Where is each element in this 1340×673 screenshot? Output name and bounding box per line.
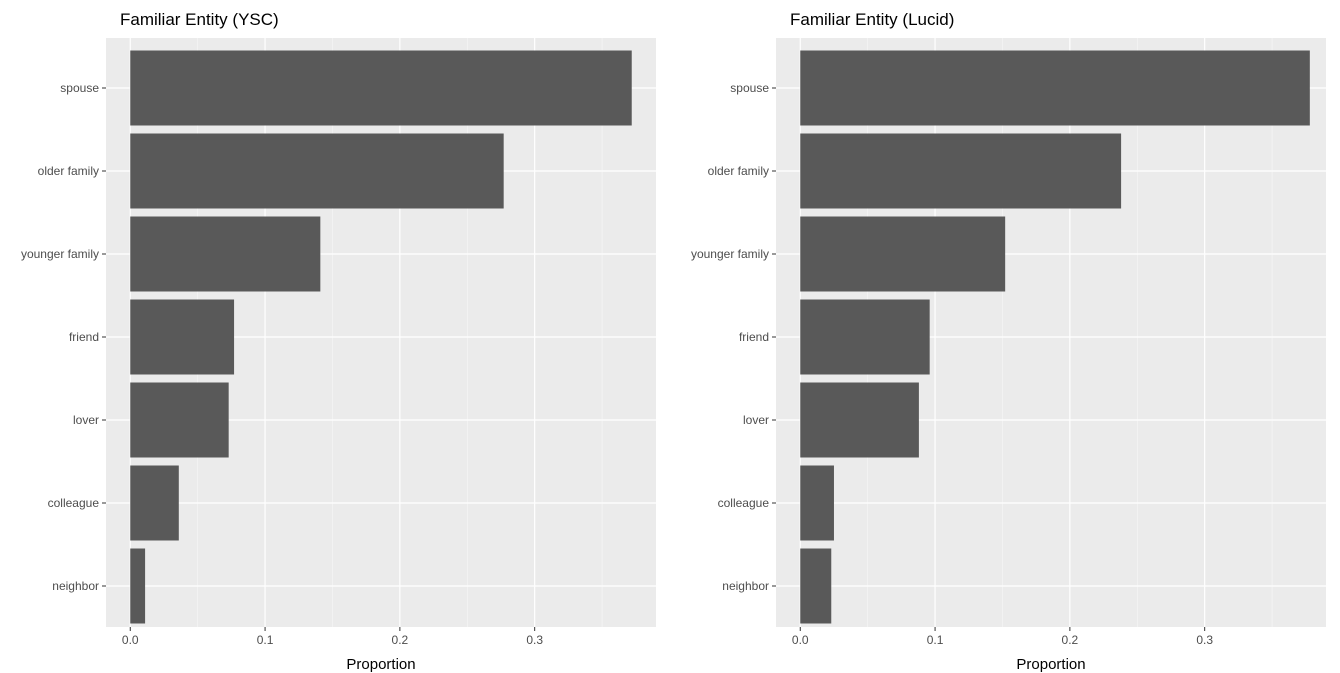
chart-familiar-entity-ysc: Familiar Entity (YSC) spouse older family y…: [21, 10, 656, 673]
y-tick-label-younger-family: younger family: [21, 247, 99, 261]
y-tick-label-younger-family: younger family: [691, 247, 769, 261]
x-tick-label: 0.0: [792, 633, 809, 647]
x-tick-label: 0.2: [1062, 633, 1079, 647]
bar-friend: [800, 299, 930, 375]
y-tick-label-colleague: colleague: [718, 496, 770, 510]
y-tick-label-neighbor: neighbor: [52, 579, 99, 593]
bar-older-family: [130, 133, 504, 209]
bar-older-family: [800, 133, 1122, 209]
x-tick-label: 0.0: [122, 633, 139, 647]
x-tick-label: 0.3: [1196, 633, 1213, 647]
bar-neighbor: [130, 548, 146, 624]
bar-younger-family: [800, 216, 1006, 292]
bar-younger-family: [130, 216, 321, 292]
x-tick-label: 0.3: [526, 633, 543, 647]
y-tick-label-colleague: colleague: [48, 496, 100, 510]
chart-familiar-entity-lucid: Familiar Entity (Lucid) spouse older famil…: [670, 0, 1340, 673]
y-tick-label-neighbor: neighbor: [722, 579, 769, 593]
chart-title: Familiar Entity (YSC): [120, 10, 279, 29]
chart-svg: Familiar Entity (YSC) spouse older family y…: [21, 10, 656, 673]
x-tick-label: 0.2: [392, 633, 409, 647]
bar-friend: [130, 299, 235, 375]
y-tick-label-older-family: older family: [38, 164, 99, 178]
bar-neighbor: [800, 548, 832, 624]
y-tick-label-lover: lover: [743, 413, 769, 427]
bar-colleague: [130, 465, 179, 541]
x-tick-label: 0.1: [927, 633, 944, 647]
bar-colleague: [800, 465, 834, 541]
y-tick-label-lover: lover: [73, 413, 99, 427]
y-tick-label-older-family: older family: [708, 164, 769, 178]
y-tick-label-friend: friend: [69, 330, 99, 344]
x-axis-title: Proportion: [346, 656, 415, 673]
y-tick-label-spouse: spouse: [730, 81, 769, 95]
y-tick-label-friend: friend: [739, 330, 769, 344]
x-axis-title: Proportion: [1016, 656, 1085, 673]
bar-lover: [130, 382, 229, 458]
chart-title: Familiar Entity (Lucid): [790, 10, 954, 29]
bar-spouse: [800, 50, 1310, 126]
x-tick-label: 0.1: [257, 633, 274, 647]
bar-lover: [800, 382, 919, 458]
chart-svg: Familiar Entity (Lucid) spouse older famil…: [691, 10, 1326, 673]
bar-spouse: [130, 50, 632, 126]
y-tick-label-spouse: spouse: [60, 81, 99, 95]
